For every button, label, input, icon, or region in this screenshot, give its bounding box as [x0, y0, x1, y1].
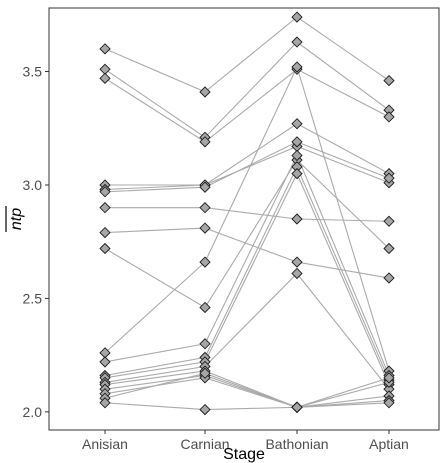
data-point: [383, 397, 395, 409]
data-point: [291, 61, 303, 73]
y-axis: 2.0 2.5 3.0 3.5: [23, 64, 49, 420]
x-tick-label-carnian: Carnian: [180, 436, 229, 452]
series-line-13: [104, 172, 390, 385]
data-point: [383, 372, 395, 384]
x-tick-label-anisian: Anisian: [82, 436, 128, 452]
y-axis-title-text: ntp: [8, 208, 25, 230]
series-line-10: [104, 65, 390, 372]
data-point: [291, 118, 303, 130]
x-axis: Anisian Carnian Bathonian Aptian: [82, 430, 409, 452]
data-point: [291, 136, 303, 148]
data-point: [291, 267, 303, 280]
data-point: [291, 213, 303, 225]
series-line-11: [104, 154, 390, 376]
data-point: [199, 181, 211, 193]
data-point: [199, 256, 211, 268]
data-point: [99, 226, 111, 239]
data-point: [199, 403, 211, 416]
series-line-8: [104, 227, 390, 279]
data-point: [383, 272, 395, 284]
data-point: [291, 401, 303, 413]
series-points: [99, 11, 395, 416]
series-line-2: [104, 41, 390, 139]
data-point: [383, 172, 395, 184]
data-point: [383, 74, 395, 87]
data-point: [199, 338, 211, 350]
y-axis-title: ntp: [5, 206, 25, 232]
series-line-1: [104, 16, 390, 93]
data-point: [199, 222, 211, 234]
series-line-18: [104, 372, 390, 408]
y-tick-label: 2.5: [23, 290, 43, 306]
data-point: [99, 43, 111, 55]
series-line-14: [104, 272, 390, 390]
data-point: [99, 72, 111, 84]
data-point: [383, 111, 395, 123]
y-tick-label: 2.0: [23, 404, 43, 420]
plot-panel: [48, 7, 440, 431]
series-line-12: [104, 165, 390, 381]
data-point: [291, 36, 303, 48]
data-point: [99, 186, 111, 198]
series-line-15: [104, 370, 390, 408]
data-point: [199, 202, 211, 214]
data-point: [291, 167, 303, 180]
series-line-19: [104, 402, 390, 411]
data-point: [291, 11, 303, 23]
y-tick-label: 3.5: [23, 64, 43, 80]
series-lines: [104, 16, 390, 411]
data-point: [199, 136, 211, 148]
data-point: [291, 256, 303, 268]
data-point: [199, 367, 211, 379]
data-point: [99, 242, 111, 255]
series-line-3: [104, 68, 390, 143]
data-point: [383, 215, 395, 227]
data-point: [383, 242, 395, 255]
x-tick-label-bathonian: Bathonian: [265, 436, 328, 452]
data-point: [199, 301, 211, 314]
y-tick-label: 3.0: [23, 177, 43, 193]
series-line-4: [105, 123, 390, 186]
series-line-16: [104, 374, 390, 408]
data-point: [99, 356, 111, 368]
x-axis-title: Stage: [223, 446, 265, 463]
series-line-9: [104, 159, 390, 309]
data-point: [99, 397, 111, 409]
data-point: [291, 149, 303, 162]
data-point: [199, 86, 211, 98]
x-tick-label-aptian: Aptian: [369, 436, 409, 452]
data-point: [99, 202, 111, 214]
